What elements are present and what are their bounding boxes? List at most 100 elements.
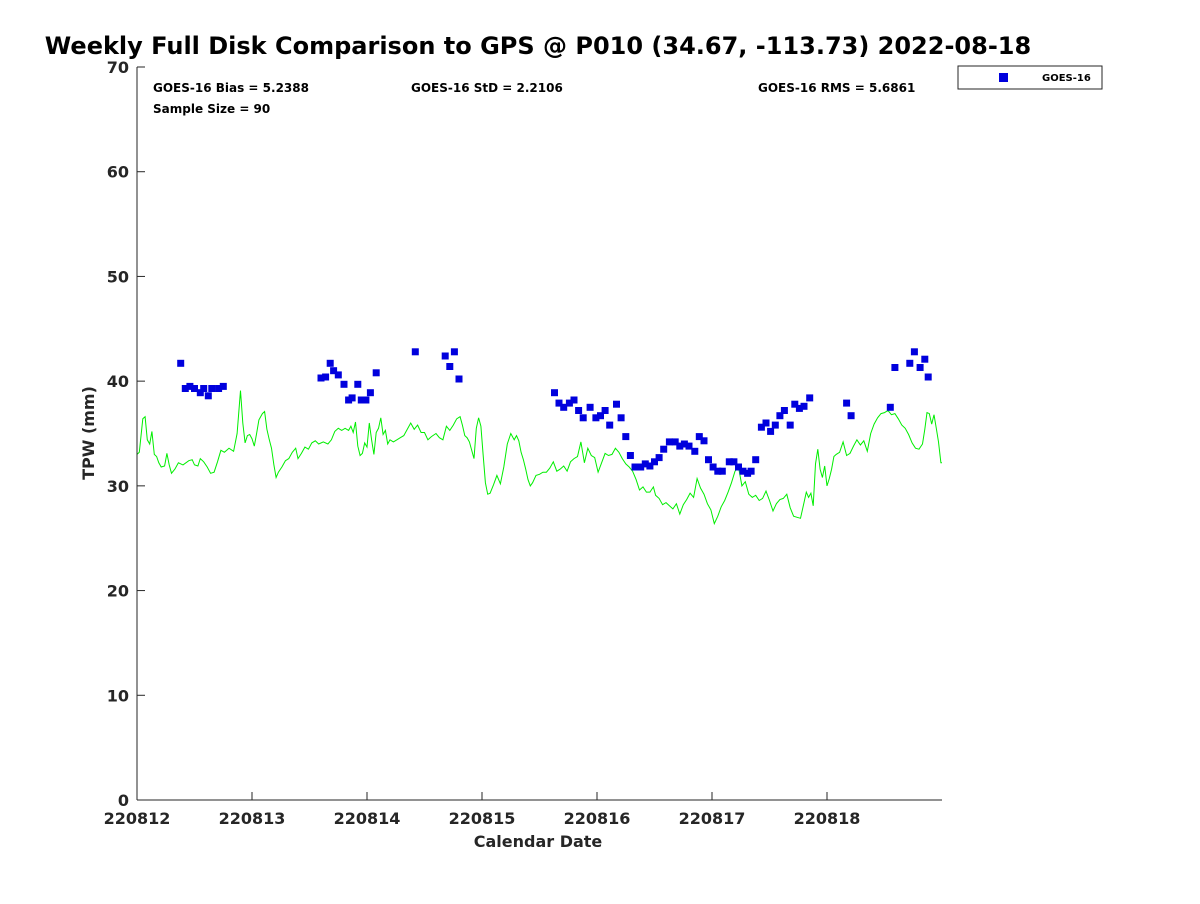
goes-16-point	[641, 460, 649, 468]
goes-16-point	[575, 407, 583, 414]
goes-16-point	[660, 445, 668, 453]
x-tick-label: 220818	[794, 809, 861, 828]
goes-16-point	[411, 348, 419, 356]
goes-16-point	[843, 399, 851, 407]
y-axis-label: TPW (mm)	[79, 386, 98, 480]
goes-16-point	[340, 380, 348, 388]
goes-16-point	[322, 373, 330, 381]
goes-16-point	[791, 400, 799, 408]
y-axis-ticks: 0 10 20 30 40 50 60 70	[107, 58, 145, 810]
sample-size-stat: Sample Size = 90	[153, 102, 270, 116]
goes-16-point	[891, 364, 899, 371]
goes-16-point	[767, 427, 775, 435]
goes-16-point	[334, 371, 342, 379]
goes-16-point	[565, 399, 573, 407]
gps-series	[136, 390, 942, 526]
goes-16-point	[800, 402, 808, 410]
goes-16-point	[348, 394, 356, 402]
goes-16-point	[330, 367, 338, 375]
std-stat: GOES-16 StD = 2.2106	[411, 81, 563, 95]
goes-16-point	[366, 389, 374, 397]
legend: GOES-16	[957, 65, 1103, 90]
y-tick-label: 0	[118, 791, 129, 810]
goes-16-point	[705, 456, 712, 464]
goes-16-point	[771, 421, 779, 429]
goes-16-point	[441, 352, 449, 360]
goes-16-point	[916, 364, 924, 371]
goes-16-point	[219, 382, 227, 390]
goes-16-point	[776, 412, 784, 420]
goes-16-point	[597, 412, 604, 420]
goes-16-point	[691, 447, 699, 455]
x-tick-label: 220814	[334, 809, 401, 828]
goes-16-point	[177, 359, 185, 367]
goes-16-point	[326, 359, 334, 367]
bias-stat: GOES-16 Bias = 5.2388	[153, 81, 309, 95]
goes-16-point	[714, 467, 722, 475]
goes-16-point	[921, 355, 929, 363]
y-tick-label: 30	[107, 477, 129, 496]
goes-16-point	[671, 438, 679, 446]
goes-16-point	[617, 414, 625, 422]
goes-16-point	[924, 373, 932, 381]
goes-16-point	[357, 396, 365, 404]
goes-16-point	[695, 433, 703, 441]
goes-16-series	[177, 348, 932, 477]
goes-16-point	[718, 467, 726, 475]
goes-16-point	[592, 414, 600, 422]
goes-16-point	[555, 399, 563, 407]
goes-16-point	[725, 458, 733, 466]
goes-16-point	[362, 396, 370, 404]
goes-16-point	[215, 385, 223, 392]
goes-16-point	[196, 389, 204, 397]
goes-16-point	[446, 363, 454, 370]
goes-16-point	[735, 463, 742, 471]
goes-16-point	[757, 423, 765, 431]
goes-16-point	[730, 458, 738, 466]
x-tick-label: 220817	[679, 809, 746, 828]
y-tick-label: 40	[107, 372, 129, 391]
goes-16-point	[709, 463, 717, 471]
goes-16-point	[186, 382, 194, 390]
chart-title: Weekly Full Disk Comparison to GPS @ P01…	[45, 32, 1031, 60]
goes-16-point	[786, 421, 794, 429]
goes-16-point	[372, 369, 380, 377]
y-tick-label: 70	[107, 58, 129, 77]
x-axis-ticks: 220812 220813 220814 220815 220816 220817 2208…	[104, 792, 861, 828]
goes-16-point	[665, 438, 673, 446]
x-axis-label: Calendar Date	[474, 832, 603, 851]
goes-16-point	[601, 407, 609, 414]
goes-16-point	[762, 419, 770, 427]
goes-16-point	[631, 463, 639, 471]
goes-16-point	[200, 385, 208, 392]
gps-line	[136, 390, 942, 526]
goes-16-point	[747, 467, 755, 475]
goes-16-point	[651, 458, 658, 466]
goes-16-point	[637, 463, 645, 471]
goes-16-point	[354, 380, 362, 388]
x-tick-label: 220812	[104, 809, 171, 828]
goes-16-point	[208, 385, 216, 392]
goes-16-point	[685, 442, 693, 450]
goes-16-point	[626, 452, 634, 459]
plot-area	[137, 67, 942, 800]
goes-16-point	[586, 403, 594, 411]
goes-16-point	[847, 412, 855, 420]
goes-16-point	[622, 433, 630, 441]
y-tick-label: 10	[107, 686, 129, 705]
y-tick-label: 60	[107, 163, 129, 182]
goes-16-point	[613, 400, 620, 408]
goes-16-point	[181, 385, 189, 392]
goes-16-point	[551, 389, 558, 397]
goes-16-point	[455, 375, 463, 383]
goes-16-point	[886, 403, 894, 411]
goes-16-point	[646, 462, 654, 470]
goes-16-point	[906, 359, 914, 367]
goes-16-point	[752, 456, 760, 464]
goes-16-point	[579, 414, 587, 422]
goes-16-point	[191, 385, 198, 392]
legend-box	[957, 65, 1103, 90]
goes-16-point	[680, 440, 688, 448]
x-tick-label: 220815	[449, 809, 516, 828]
